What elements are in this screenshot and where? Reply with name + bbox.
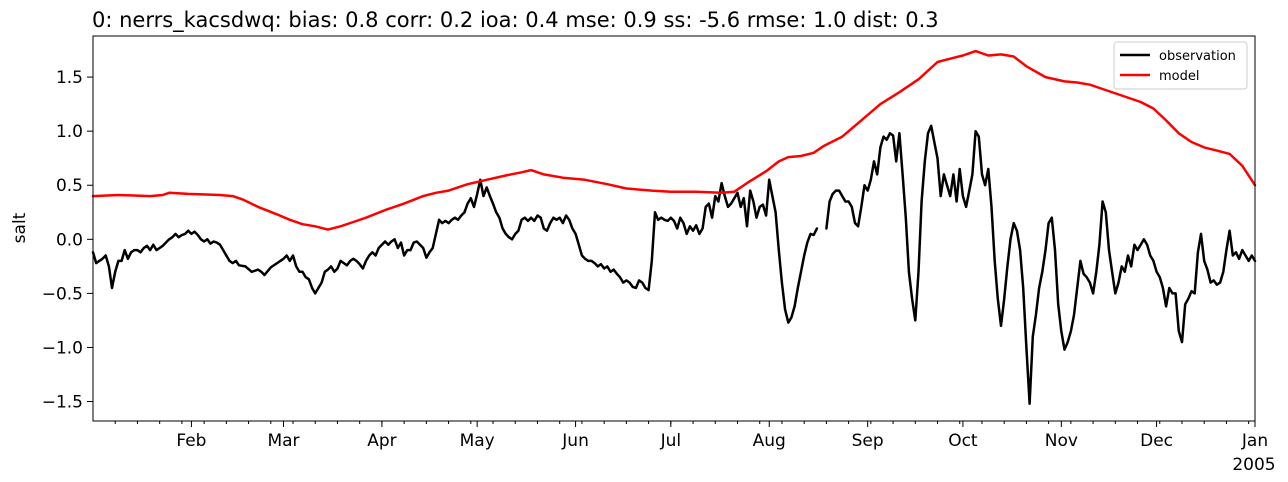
y-axis: −1.5 −1.0 −0.5 0.0 0.5 1.0 1.5 <box>42 68 93 413</box>
legend-label-model: model <box>1159 69 1199 84</box>
x-tick-label: Aug <box>753 431 786 451</box>
x-tick-label: Nov <box>1045 431 1078 451</box>
y-axis-label: salt <box>10 212 30 243</box>
x-tick-label: Jun <box>561 431 589 451</box>
x-tick-label: Dec <box>1140 431 1173 451</box>
y-tick-label: 0.5 <box>56 176 83 196</box>
plot-area <box>91 49 1257 405</box>
x-tick-label: Feb <box>176 431 206 451</box>
y-tick-label: −0.5 <box>42 284 83 304</box>
legend: observation model <box>1113 41 1248 90</box>
x-tick-label: Jul <box>660 431 682 451</box>
chart-title: 0: nerrs_kacsdwq: bias: 0.8 corr: 0.2 io… <box>92 8 939 33</box>
y-tick-label: −1.0 <box>42 338 83 358</box>
plot-frame <box>92 35 1256 422</box>
x-tick-label: Mar <box>267 431 299 451</box>
series-line-model <box>91 49 1257 231</box>
x-tick-label: Sep <box>852 431 884 451</box>
y-tick-label: −1.5 <box>42 393 83 413</box>
y-tick-label: 1.5 <box>56 68 83 88</box>
x-tick-label: Apr <box>367 431 396 451</box>
x-tick-label: Oct <box>948 431 978 451</box>
series-line-observation <box>91 124 1257 405</box>
x-year-label: 2005 <box>1232 455 1275 475</box>
y-tick-label: 0.0 <box>56 230 83 250</box>
x-tick-label: Jan <box>1241 431 1268 451</box>
x-axis: Feb Mar Apr May Jun Jul Aug Sep Oct Nov Dec Jan <box>114 421 1268 451</box>
legend-label-observation: observation <box>1159 49 1236 64</box>
y-tick-label: 1.0 <box>56 122 83 142</box>
x-tick-label: May <box>460 431 495 451</box>
